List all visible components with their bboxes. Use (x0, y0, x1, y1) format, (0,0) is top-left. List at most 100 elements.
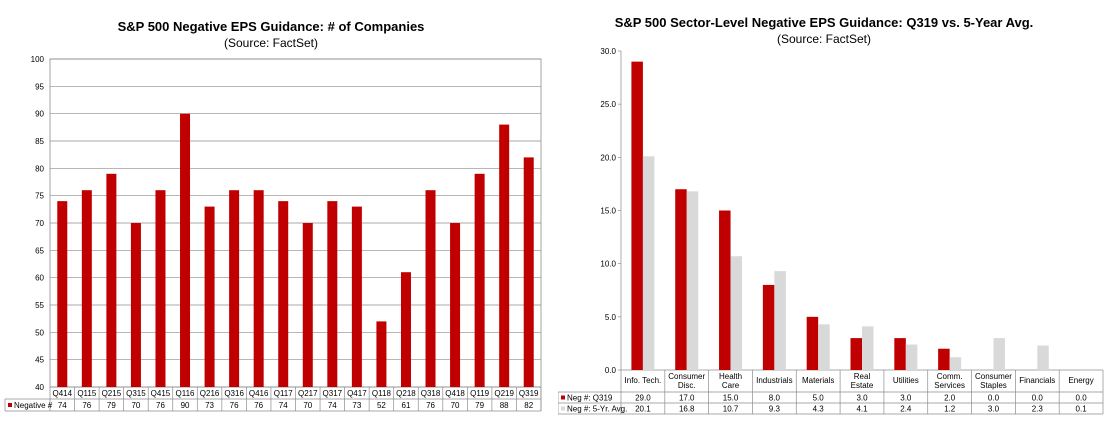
left-category-label: Q116 (176, 389, 196, 398)
right-category-label: Disc. (678, 381, 696, 390)
left-category-label: Q217 (298, 389, 318, 398)
right-legend-label: Neg #: Q319 (567, 394, 613, 403)
right-value-label: 5.0 (813, 394, 825, 403)
left-bars (57, 113, 534, 388)
left-legend-swatch (8, 403, 12, 407)
right-value-label: 2.3 (1032, 405, 1044, 414)
left-legend-label: Negative # (14, 401, 53, 410)
right-bar (905, 344, 918, 370)
right-bar (675, 189, 687, 370)
left-bar (302, 223, 313, 387)
right-value-label: 0.1 (1076, 405, 1088, 414)
left-value-label: 73 (205, 401, 214, 410)
right-bar (762, 284, 775, 370)
left-bar (450, 223, 461, 387)
right-value-label: 4.1 (856, 405, 868, 414)
left-bar (57, 201, 68, 387)
left-value-label: 52 (377, 401, 386, 410)
left-bar (523, 157, 534, 387)
left-value-label: 76 (254, 401, 263, 410)
left-category-label: Q218 (396, 389, 416, 398)
left-data-table: Q414 74 Q115 76 Q215 79 Q315 70 Q415 76 Q116 90 Q216… (4, 387, 542, 412)
right-value-label: 17.0 (679, 394, 695, 403)
left-category-label: Q216 (200, 389, 220, 398)
left-value-label: 79 (475, 401, 484, 410)
right-bar (806, 316, 819, 370)
left-bar (130, 223, 141, 387)
right-category-label: Services (934, 381, 965, 390)
left-y-tick-label: 65 (35, 246, 44, 255)
left-bar (106, 173, 117, 387)
right-bar (938, 348, 950, 370)
right-bar (949, 357, 962, 370)
right-category-label: Energy (1068, 376, 1093, 385)
left-chart-title: S&P 500 Negative EPS Guidance: # of Comp… (118, 19, 425, 34)
left-bar (229, 190, 240, 387)
right-value-label: 9.3 (769, 405, 781, 414)
right-legend-swatch (561, 406, 565, 411)
left-y-tick-label: 90 (35, 110, 44, 119)
right-category-label: Comm. (937, 372, 963, 381)
right-chart-subtitle: (Source: FactSet) (777, 32, 871, 46)
sector-eps-guidance-chart: S&P 500 Sector-Level Negative EPS Guidan… (558, 15, 1104, 415)
left-value-label: 61 (402, 401, 411, 410)
left-value-label: 70 (303, 401, 312, 410)
right-category-label: Financials (1019, 376, 1055, 385)
left-y-tick-label: 45 (35, 356, 44, 365)
left-y-tick-label: 100 (31, 55, 45, 64)
right-category-label: Industrials (756, 376, 792, 385)
left-y-tick-label: 40 (35, 383, 44, 392)
left-y-tick-label: 50 (35, 328, 44, 337)
left-y-tick-label: 80 (35, 164, 44, 173)
left-value-label: 88 (500, 401, 509, 410)
right-category-label: Utilities (893, 376, 919, 385)
right-value-label: 0.0 (988, 394, 1000, 403)
right-value-label: 1.2 (944, 405, 956, 414)
right-y-tick-label: 10.0 (600, 260, 616, 269)
left-value-label: 76 (426, 401, 435, 410)
left-bar (180, 113, 191, 388)
left-category-label: Q117 (274, 389, 294, 398)
left-value-label: 76 (82, 401, 91, 410)
left-y-tick-label: 55 (35, 301, 44, 310)
right-value-label: 2.0 (944, 394, 956, 403)
left-category-label: Q115 (77, 389, 97, 398)
right-category-label: Materials (802, 376, 834, 385)
right-bar (730, 256, 743, 370)
right-y-tick-label: 25.0 (600, 100, 616, 109)
right-bar (818, 324, 830, 370)
right-y-tick-label: 5.0 (605, 313, 617, 322)
right-value-label: 3.0 (856, 394, 868, 403)
left-value-label: 90 (181, 401, 190, 410)
right-value-label: 3.0 (900, 394, 912, 403)
left-value-label: 70 (451, 401, 460, 410)
right-bar (862, 326, 874, 370)
left-category-label: Q119 (470, 389, 490, 398)
left-category-label: Q418 (445, 389, 465, 398)
left-category-label: Q416 (249, 389, 269, 398)
right-bar (1037, 345, 1049, 370)
left-gridlines (49, 58, 542, 388)
left-value-label: 74 (279, 401, 288, 410)
left-value-label: 79 (107, 401, 116, 410)
left-bar (499, 124, 510, 387)
right-bar (993, 338, 1005, 370)
left-value-label: 73 (352, 401, 361, 410)
right-bar (894, 338, 906, 370)
left-bar (351, 206, 362, 387)
right-legend-swatch (561, 395, 565, 400)
right-bar (774, 271, 786, 370)
right-legend-label: Neg #: 5-Yr. Avg. (567, 405, 627, 414)
right-category-label: Consumer (975, 372, 1012, 381)
right-value-label: 0.0 (1076, 394, 1088, 403)
left-bar (278, 201, 289, 387)
left-bar (327, 201, 338, 387)
left-category-label: Q215 (102, 389, 122, 398)
right-y-tick-label: 20.0 (600, 153, 616, 162)
left-category-label: Q315 (126, 389, 146, 398)
right-data-table: Info. Tech. ConsumerDisc.HealthCareIndust… (558, 370, 1104, 415)
left-bar (81, 190, 92, 387)
left-category-label: Q319 (519, 389, 539, 398)
left-bar (474, 173, 485, 387)
right-category-label: Estate (851, 381, 874, 390)
